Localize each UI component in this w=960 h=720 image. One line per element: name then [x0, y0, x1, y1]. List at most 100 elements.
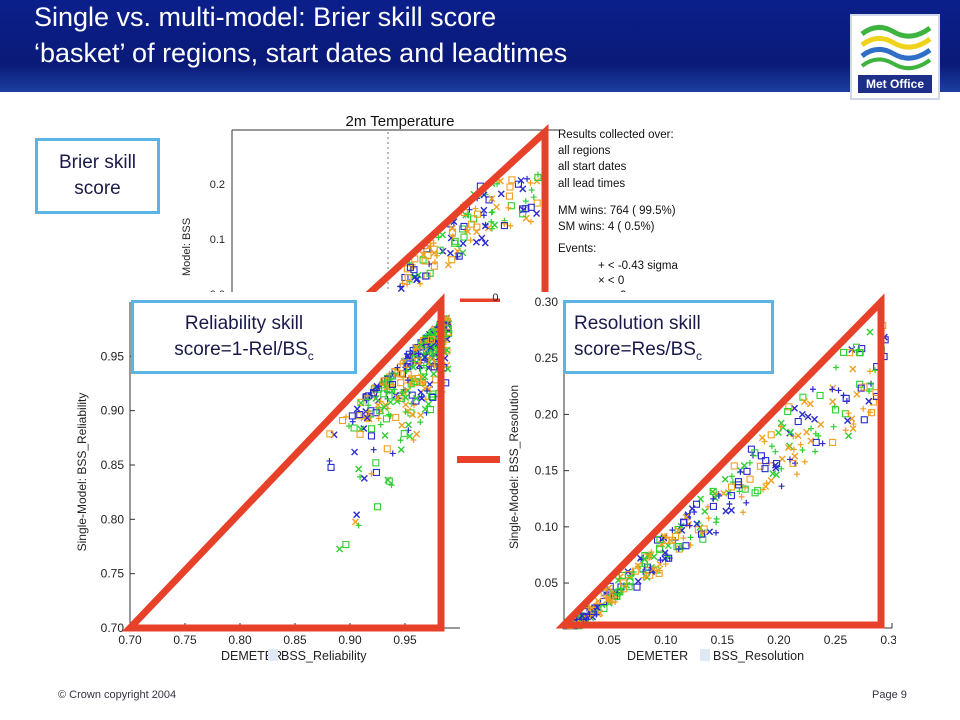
rel-point	[402, 408, 409, 415]
brier-callout-line2: score	[74, 178, 121, 199]
rel-point	[348, 412, 356, 420]
rel-point	[381, 432, 389, 440]
rel-point	[370, 387, 377, 394]
res-point	[687, 534, 694, 541]
res-point	[803, 428, 811, 436]
res-point	[844, 417, 852, 425]
rel-point	[399, 388, 406, 395]
res-point	[853, 390, 861, 398]
bss-point	[460, 222, 468, 231]
rel-point	[326, 457, 333, 464]
x-tick-label: 0.25	[824, 633, 848, 647]
rel-point	[389, 450, 396, 457]
res-point	[668, 536, 676, 544]
res-point	[811, 415, 819, 423]
rel-point	[444, 325, 452, 333]
res-point	[640, 574, 647, 581]
res-point	[848, 415, 856, 423]
res-point	[737, 468, 744, 475]
bss-point	[465, 211, 472, 218]
footer-page-number: Page 9	[872, 689, 907, 701]
bss-ytick-0: 0.2	[210, 179, 225, 191]
res-point	[756, 462, 764, 470]
rel-point	[351, 448, 359, 456]
rel-point	[414, 375, 422, 383]
res-point	[746, 459, 753, 466]
res-point	[777, 419, 785, 427]
connector-bar	[457, 456, 501, 463]
rel-point	[388, 482, 395, 489]
res-point	[852, 343, 861, 351]
rel-point	[360, 474, 368, 482]
bss-point	[470, 215, 478, 223]
res-point	[849, 365, 857, 373]
bss-point	[459, 249, 467, 257]
bss-point	[480, 212, 487, 219]
res-point	[699, 535, 707, 543]
res-point	[709, 487, 717, 495]
rel-point	[415, 361, 423, 369]
wave-logo-icon	[860, 25, 932, 71]
res-point	[736, 488, 743, 495]
rel-point	[372, 468, 380, 477]
bss-plot-panel: 2m Temperature Model: BSS 0.2 0.1 0.0 Re…	[170, 92, 790, 306]
bss-point	[455, 252, 463, 260]
y-tick-label: 0.05	[535, 576, 559, 590]
res-callout-line1: Resolution skill	[574, 313, 701, 334]
bss-point	[494, 180, 501, 187]
bss-point	[493, 203, 501, 211]
x-tick-label: 0.75	[173, 633, 197, 647]
rel-point	[410, 402, 417, 409]
res-point	[639, 565, 647, 573]
rel-point	[383, 379, 391, 387]
rel-point	[398, 421, 406, 429]
res-point	[751, 489, 759, 497]
res-point	[842, 427, 849, 434]
rel-point	[356, 430, 364, 438]
res-point	[680, 519, 688, 527]
bss-point	[491, 221, 499, 229]
res-point	[845, 432, 853, 440]
res-point	[777, 423, 784, 430]
res-point	[812, 438, 820, 446]
rel-point	[411, 354, 419, 363]
res-point	[812, 448, 819, 455]
brier-skill-callout: Brier skill score	[35, 138, 160, 214]
rel-point	[402, 393, 410, 401]
res-point	[806, 400, 814, 408]
res-point	[618, 571, 626, 579]
rel-point	[420, 362, 427, 369]
res-point	[653, 536, 662, 544]
bss-point	[397, 285, 405, 293]
res-point	[817, 421, 825, 428]
rel-point	[368, 470, 375, 477]
rel-point	[428, 392, 436, 401]
res-point	[850, 421, 857, 428]
rel-point	[370, 446, 377, 453]
res-point	[778, 455, 786, 463]
res-point	[808, 425, 815, 432]
res-point	[797, 441, 804, 448]
res-point	[860, 416, 868, 424]
bss-point	[426, 269, 434, 277]
res-point	[674, 526, 682, 534]
rel-point	[376, 407, 384, 415]
bss-point	[472, 238, 480, 246]
res-point	[709, 488, 717, 496]
res-point	[613, 593, 621, 601]
rel-point	[412, 343, 420, 351]
rel-point	[397, 379, 405, 387]
res-point	[608, 596, 616, 604]
res-x-label-gap	[700, 649, 710, 661]
rel-point	[364, 396, 371, 403]
x-tick-label: 0.20	[767, 633, 791, 647]
rel-point	[367, 432, 376, 440]
bss-point	[517, 176, 525, 184]
rel-point	[383, 445, 391, 453]
bss-point	[505, 204, 512, 211]
rel-point	[415, 350, 422, 357]
bss-points	[397, 171, 542, 293]
rel-point	[421, 405, 429, 413]
x-tick-label: 0.15	[711, 633, 735, 647]
res-point	[741, 485, 749, 493]
